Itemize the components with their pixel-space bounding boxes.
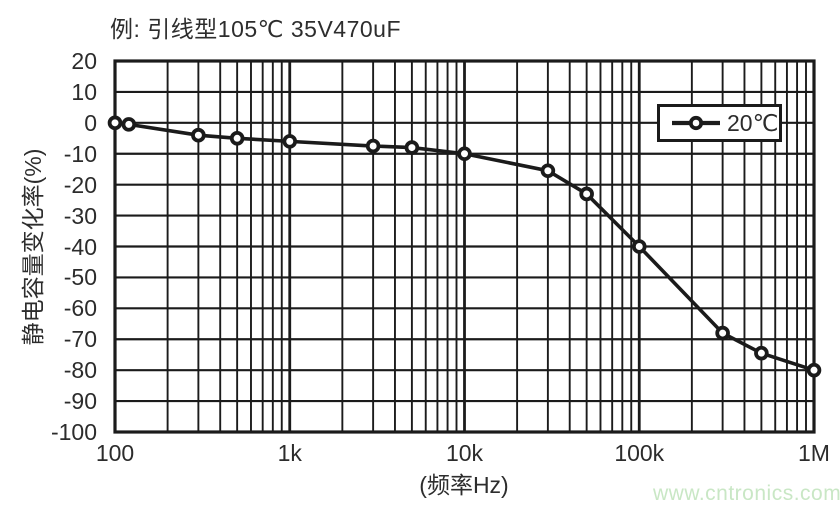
data-point-marker <box>806 362 822 378</box>
data-point-marker <box>754 345 769 361</box>
y-tick-label: -40 <box>63 233 97 260</box>
y-tick-label: -20 <box>63 171 97 198</box>
x-axis-title: (频率Hz) <box>419 472 509 498</box>
x-tick-label: 1M <box>798 440 830 466</box>
data-point-marker <box>631 239 647 254</box>
data-point-marker <box>121 117 137 132</box>
data-point-marker <box>540 163 556 179</box>
data-point-marker <box>715 325 730 341</box>
data-point-marker <box>365 138 381 154</box>
legend: 20℃ <box>657 104 782 142</box>
y-tick-label: -50 <box>63 264 97 291</box>
y-tick-label: -60 <box>63 295 97 322</box>
y-tick-label: -30 <box>63 202 97 229</box>
chart-title: 例: 引线型105℃ 35V470uF <box>110 16 402 42</box>
y-tick-label: -10 <box>63 140 97 167</box>
y-tick-label: 10 <box>71 78 97 105</box>
plot-border <box>113 59 816 434</box>
legend-label: 20℃ <box>727 109 779 136</box>
x-tick-label: 100k <box>614 440 665 466</box>
data-point-marker <box>579 186 594 202</box>
y-tick-label: -80 <box>63 357 97 384</box>
data-point-marker <box>457 146 472 162</box>
x-tick-label: 1k <box>277 440 302 466</box>
y-tick-label: 0 <box>84 109 97 136</box>
data-point-marker <box>107 115 123 131</box>
watermark: www.cntronics.com <box>653 482 840 505</box>
y-tick-label: -90 <box>63 388 97 415</box>
y-tick-label: -100 <box>50 419 97 445</box>
y-tick-label: 20 <box>71 48 97 74</box>
data-point-marker <box>404 140 420 155</box>
data-point-marker <box>191 127 206 143</box>
x-tick-label: 100 <box>95 440 135 466</box>
x-tick-label: 10k <box>445 440 484 466</box>
y-tick-label: -70 <box>63 326 97 353</box>
data-point-marker <box>282 134 298 149</box>
legend-series-marker-icon <box>672 115 720 131</box>
data-point-marker <box>229 130 245 146</box>
